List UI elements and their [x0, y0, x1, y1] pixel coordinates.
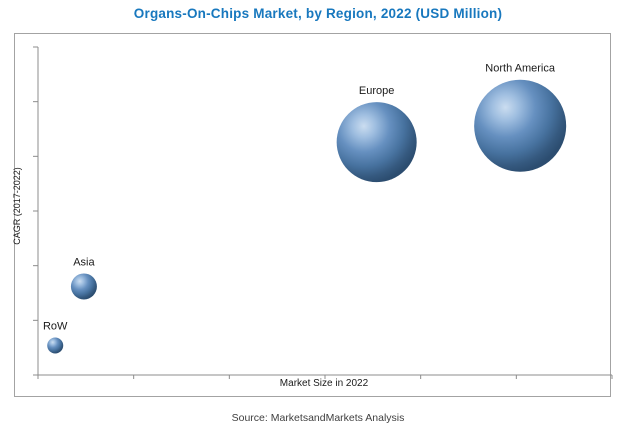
chart-title: Organs-On-Chips Market, by Region, 2022 …	[133, 6, 503, 21]
bubble-label-row: RoW	[43, 320, 68, 332]
bubble-north-america	[474, 79, 567, 172]
y-axis-label: CAGR (2017-2022)	[12, 167, 22, 245]
bubble-label-north-america: North America	[485, 63, 556, 75]
bubble-europe	[336, 102, 417, 183]
x-axis-label: Market Size in 2022	[280, 378, 369, 389]
bubble-label-asia: Asia	[73, 256, 95, 268]
bubble-row	[47, 337, 64, 354]
source-note: Source: MarketsandMarkets Analysis	[231, 412, 405, 424]
bubble-label-europe: Europe	[359, 85, 394, 97]
bubble-asia	[70, 273, 97, 300]
